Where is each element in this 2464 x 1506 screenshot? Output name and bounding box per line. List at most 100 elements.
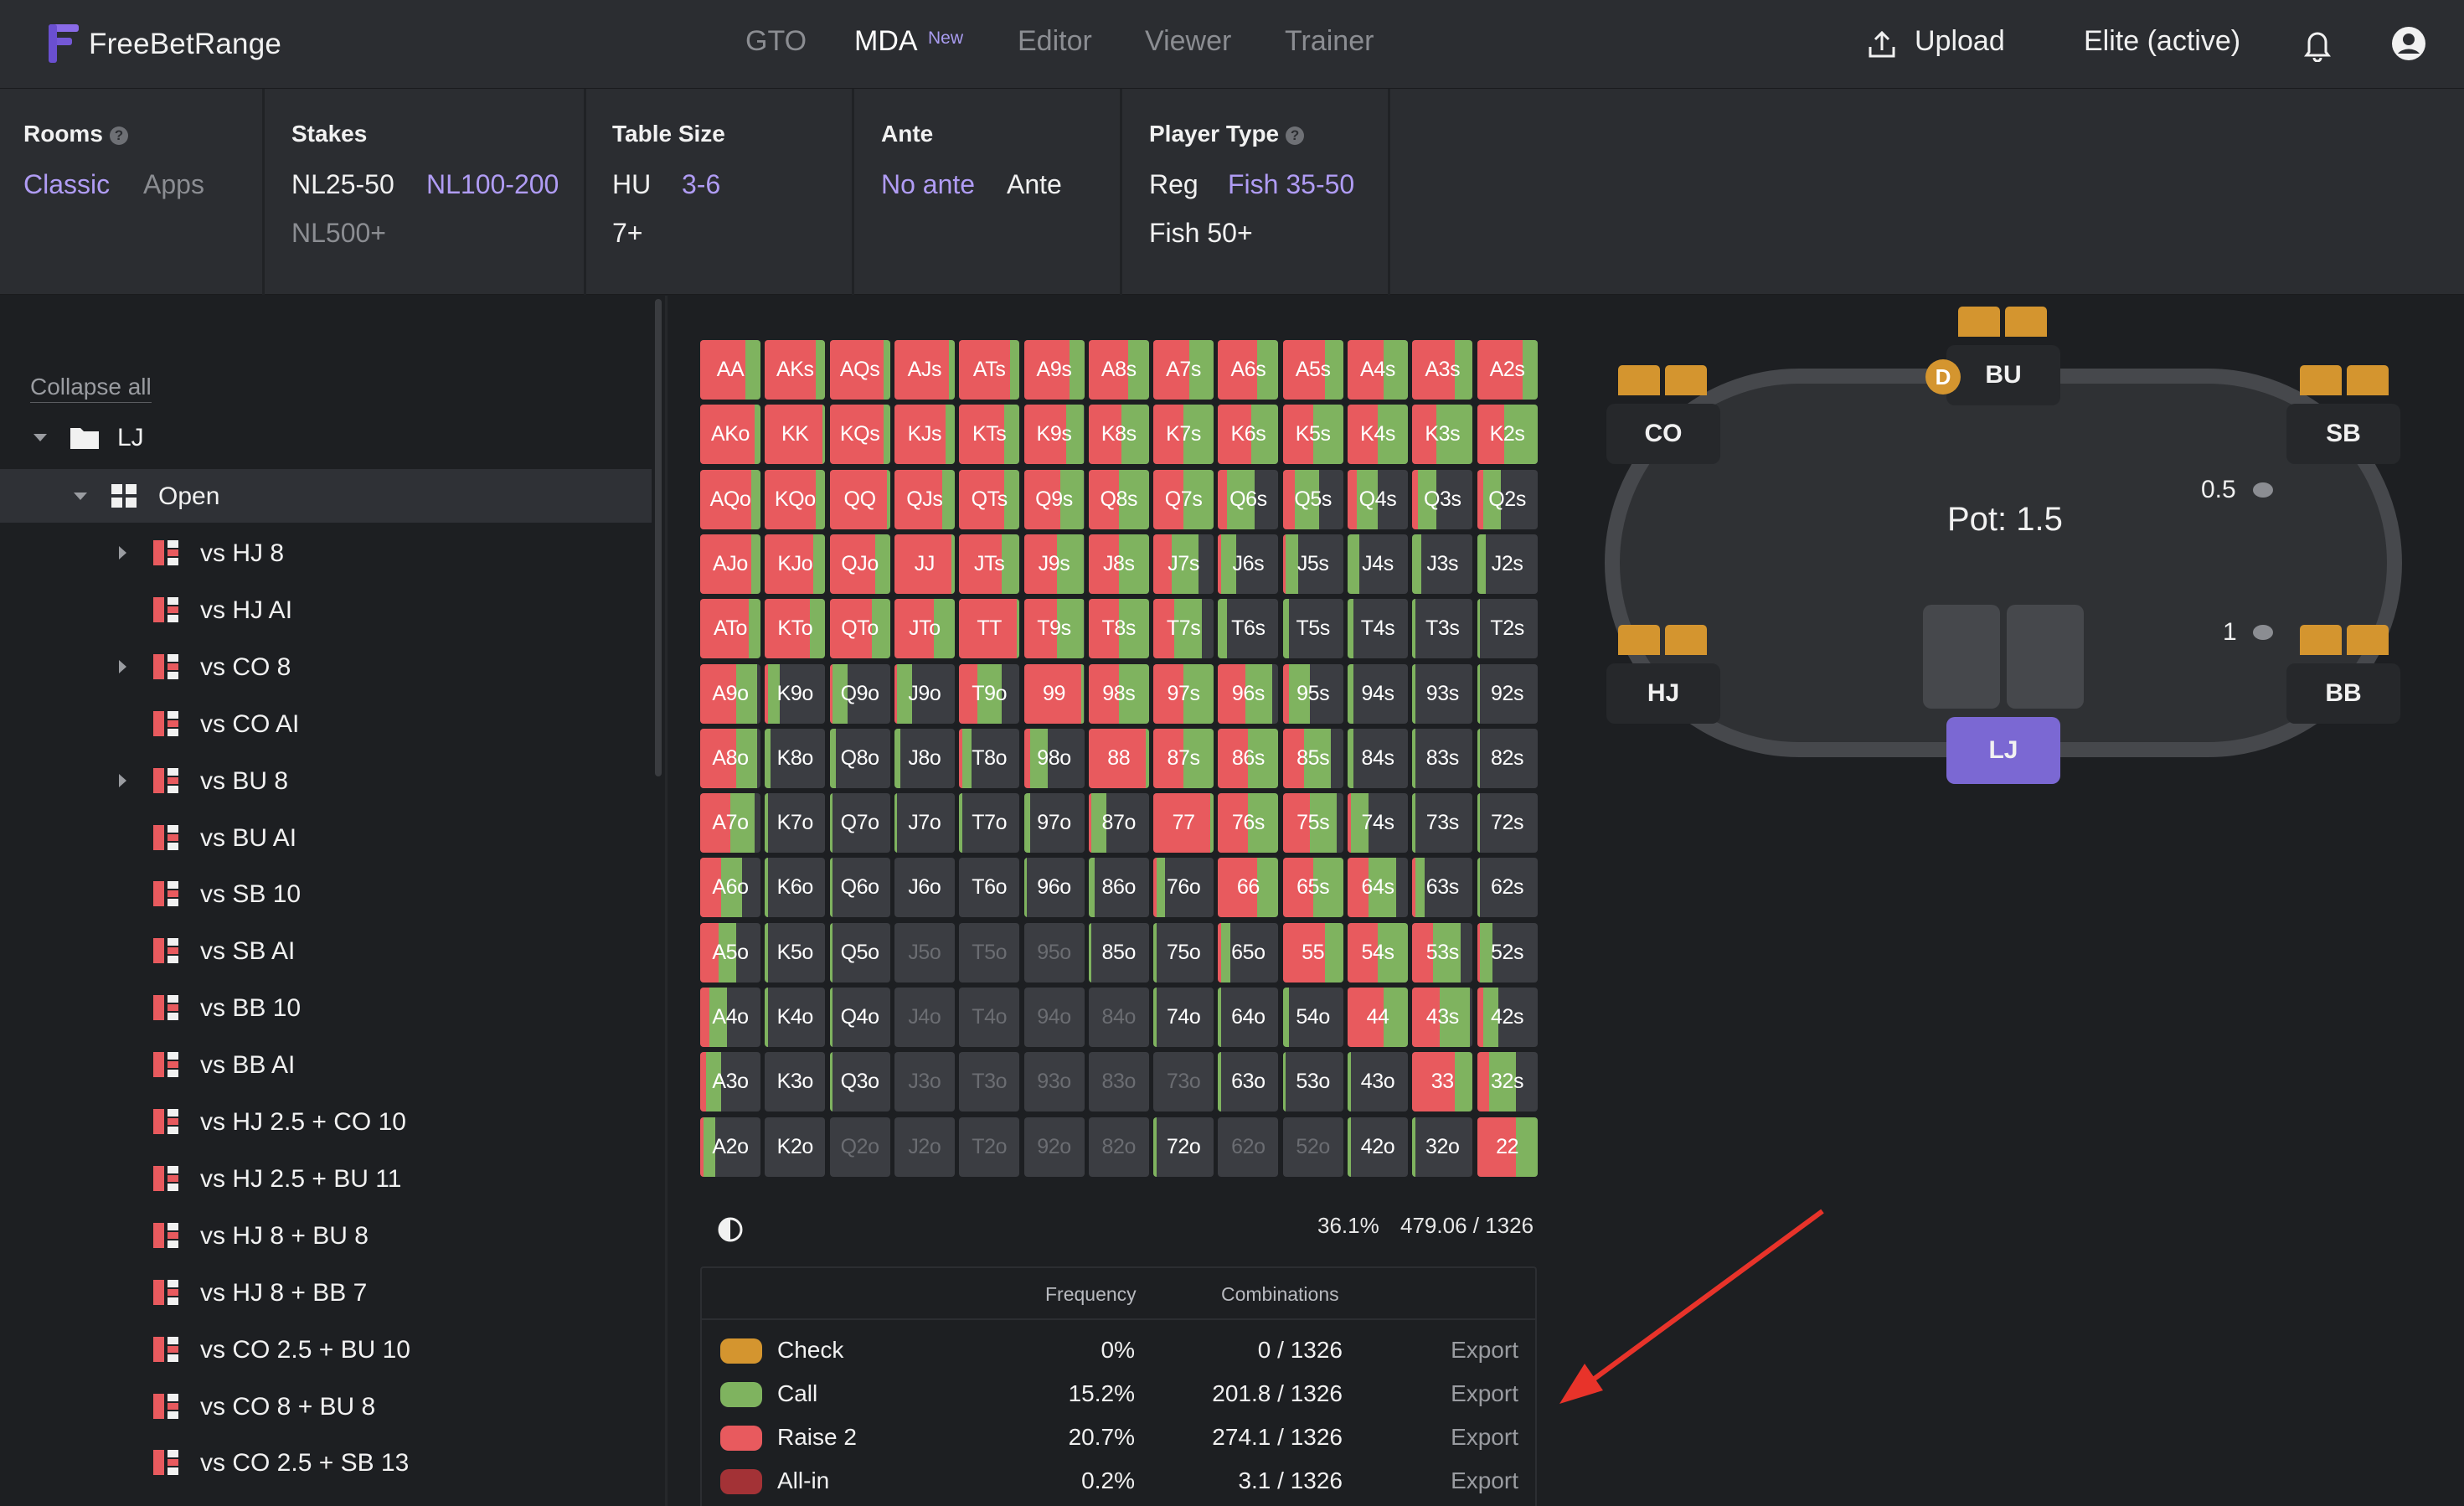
tree-item[interactable]: vs HJ 8 — [0, 526, 652, 580]
hand-cell[interactable]: 32s — [1477, 1052, 1538, 1112]
hand-cell[interactable]: ATs — [959, 340, 1020, 400]
hand-cell[interactable]: Q9s — [1023, 469, 1085, 529]
hand-cell[interactable]: 75o — [1153, 922, 1214, 983]
hand-cell[interactable]: K6o — [765, 858, 826, 918]
hand-cell[interactable]: 62o — [1218, 1117, 1279, 1177]
hand-cell[interactable]: K7o — [765, 793, 826, 854]
player-reg[interactable]: Reg — [1149, 169, 1198, 199]
hand-cell[interactable]: K4s — [1348, 405, 1408, 465]
tree-item[interactable]: vs BU AI — [0, 811, 652, 864]
hand-cell[interactable]: KJo — [765, 534, 826, 594]
hand-cell[interactable]: 73s — [1412, 793, 1473, 854]
hand-cell[interactable]: Q6o — [829, 858, 890, 918]
hand-cell[interactable]: K5s — [1282, 405, 1343, 465]
hand-cell[interactable]: Q2s — [1477, 469, 1538, 529]
hand-cell[interactable]: 43o — [1348, 1052, 1408, 1112]
hand-cell[interactable]: K7s — [1153, 405, 1214, 465]
hand-cell[interactable]: K9o — [765, 663, 826, 724]
hand-cell[interactable]: 92s — [1477, 663, 1538, 724]
hand-cell[interactable]: 76s — [1218, 793, 1279, 854]
hand-cell[interactable]: T4o — [959, 988, 1020, 1047]
help-icon[interactable]: ? — [1286, 126, 1305, 145]
hand-cell[interactable]: Q3o — [829, 1052, 890, 1112]
hand-cell[interactable]: 62s — [1477, 858, 1538, 918]
tree-item[interactable]: vs BB 10 — [0, 981, 652, 1034]
seat-hj[interactable]: HJ — [1606, 663, 1720, 724]
hand-cell[interactable]: 52s — [1477, 922, 1538, 983]
hand-cell[interactable]: A3o — [700, 1052, 760, 1112]
hand-cell[interactable]: J7s — [1153, 534, 1214, 594]
hand-cell[interactable]: 76o — [1153, 858, 1214, 918]
tree-item[interactable]: vs HJ 2.5 + CO 10 — [0, 1095, 652, 1148]
hand-cell[interactable]: 66 — [1218, 858, 1279, 918]
hand-cell[interactable]: T5s — [1282, 599, 1343, 659]
hand-cell[interactable]: 93o — [1023, 1052, 1085, 1112]
hand-cell[interactable]: K2o — [765, 1117, 826, 1177]
chevron-right-icon[interactable] — [119, 546, 126, 560]
hand-cell[interactable]: TT — [959, 599, 1020, 659]
hand-cell[interactable]: K5o — [765, 922, 826, 983]
tree-item[interactable]: vs CO AI — [0, 697, 652, 750]
tree-item[interactable]: vs HJ 2.5 + BU 11 — [0, 1152, 652, 1205]
hand-cell[interactable]: Q9o — [829, 663, 890, 724]
hand-cell[interactable]: J8o — [894, 728, 955, 788]
hand-cell[interactable]: AJs — [894, 340, 955, 400]
tree-root-lj[interactable]: LJ — [0, 410, 652, 464]
hand-cell[interactable]: T9o — [959, 663, 1020, 724]
hand-cell[interactable]: Q4o — [829, 988, 890, 1047]
hand-cell[interactable]: Q5o — [829, 922, 890, 983]
hand-cell[interactable]: AJo — [700, 534, 760, 594]
hand-cell[interactable]: KQs — [829, 405, 890, 465]
player-fish-35-50[interactable]: Fish 35-50 — [1228, 169, 1355, 199]
seat-bu[interactable]: BU — [1946, 345, 2060, 405]
hand-cell[interactable]: 65s — [1282, 858, 1343, 918]
export-button[interactable]: Export — [1451, 1337, 1518, 1363]
hand-cell[interactable]: Q5s — [1282, 469, 1343, 529]
chevron-down-icon[interactable] — [74, 493, 87, 500]
hand-cell[interactable]: J8s — [1088, 534, 1149, 594]
hand-cell[interactable]: 72o — [1153, 1117, 1214, 1177]
tab-gto[interactable]: GTO — [745, 25, 807, 57]
export-button[interactable]: Export — [1451, 1424, 1518, 1450]
hand-cell[interactable]: AKs — [765, 340, 826, 400]
plan-status[interactable]: Elite (active) — [2084, 25, 2241, 57]
upload-icon[interactable] — [1866, 28, 1898, 60]
hand-cell[interactable]: Q4s — [1348, 469, 1408, 529]
hand-cell[interactable]: A8o — [700, 728, 760, 788]
hand-cell[interactable]: 75s — [1282, 793, 1343, 854]
hand-cell[interactable]: 86s — [1218, 728, 1279, 788]
hand-cell[interactable]: J9o — [894, 663, 955, 724]
color-swatch[interactable] — [720, 1469, 762, 1494]
chevron-down-icon[interactable] — [34, 434, 47, 441]
hand-cell[interactable]: K2s — [1477, 405, 1538, 465]
hand-cell[interactable]: 96o — [1023, 858, 1085, 918]
tab-editor[interactable]: Editor — [1018, 25, 1092, 57]
hand-cell[interactable]: T3s — [1412, 599, 1473, 659]
tree-item[interactable]: vs CO 8 — [0, 640, 652, 694]
hand-cell[interactable]: ATo — [700, 599, 760, 659]
hand-cell[interactable]: KJs — [894, 405, 955, 465]
hand-cell[interactable]: QTs — [959, 469, 1020, 529]
hand-cell[interactable]: A7o — [700, 793, 760, 854]
hand-cell[interactable]: 64s — [1348, 858, 1408, 918]
hand-cell[interactable]: A3s — [1412, 340, 1473, 400]
size-hu[interactable]: HU — [612, 169, 652, 199]
hand-cell[interactable]: 42o — [1348, 1117, 1408, 1177]
hand-cell[interactable]: A6s — [1218, 340, 1279, 400]
hand-cell[interactable]: A9o — [700, 663, 760, 724]
hand-cell[interactable]: 85s — [1282, 728, 1343, 788]
rooms-apps[interactable]: Apps — [143, 169, 204, 199]
hand-cell[interactable]: 54o — [1282, 988, 1343, 1047]
hand-cell[interactable]: T4s — [1348, 599, 1408, 659]
hand-cell[interactable]: 32o — [1412, 1117, 1473, 1177]
stakes-nl500[interactable]: NL500+ — [291, 218, 386, 248]
hand-cell[interactable]: Q7o — [829, 793, 890, 854]
hand-cell[interactable]: 99 — [1023, 663, 1085, 724]
hand-cell[interactable]: A7s — [1153, 340, 1214, 400]
hand-cell[interactable]: 98s — [1088, 663, 1149, 724]
hand-cell[interactable]: T8s — [1088, 599, 1149, 659]
hand-cell[interactable]: K6s — [1218, 405, 1279, 465]
hand-cell[interactable]: K3o — [765, 1052, 826, 1112]
hand-cell[interactable]: Q2o — [829, 1117, 890, 1177]
hand-cell[interactable]: T6o — [959, 858, 1020, 918]
